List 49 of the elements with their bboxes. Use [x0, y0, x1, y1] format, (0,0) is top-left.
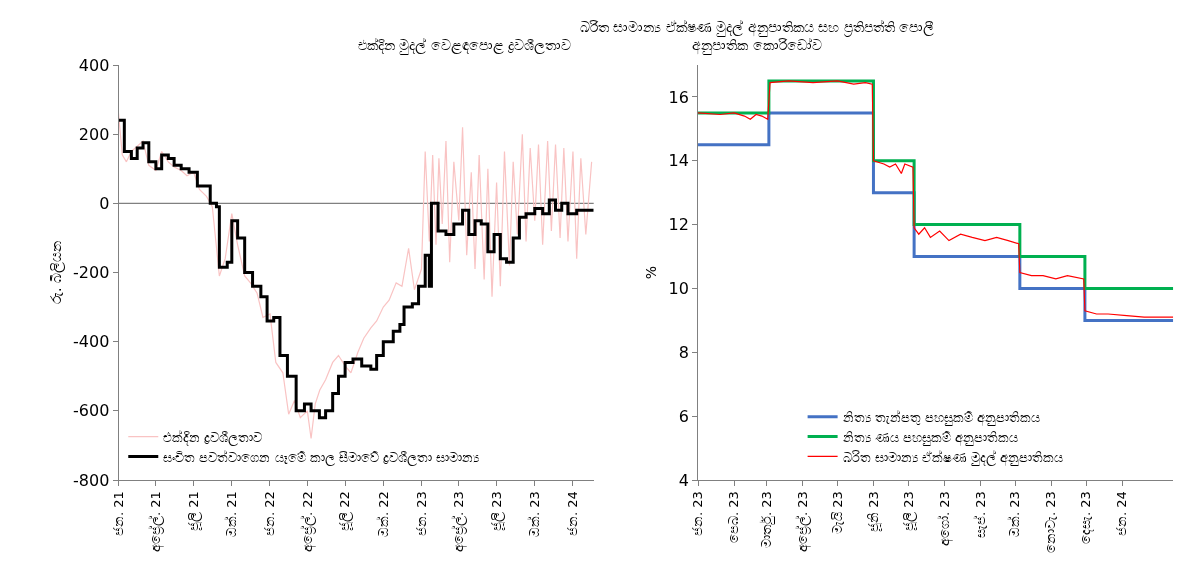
x-tick-label: ජූලි 23: [488, 491, 505, 531]
y-tick-label: -600: [73, 401, 110, 421]
legend-label: නිත්‍ය ණය පහසුකම් අනුපාතිකය: [842, 429, 1019, 446]
x-tick-label: ඔක්. 22: [375, 491, 391, 538]
x-tick-label: ජූලි 21: [185, 491, 202, 531]
x-tick-label: ජූලි 22: [337, 491, 354, 531]
chart-title: බරිත සාමාන්‍ය ඒක්ෂණ මුදල් අනුපාතිකය සහ ප්‍රතිපත්ති පොලී අනුපාතික කොරිඩෝව: [580, 19, 935, 56]
x-tick-label: ඔක්. 23: [527, 491, 542, 538]
y-tick-label: -400: [73, 332, 110, 352]
legend-label: එක්දින ද්‍රවශීලතාව: [163, 429, 263, 446]
y-tick-label: 200: [78, 124, 110, 144]
x-tick-label: ජන. 23: [690, 491, 706, 537]
x-tick-label: ජන. 24: [565, 491, 581, 537]
y-tick-label: -800: [73, 470, 110, 490]
legend-label: සංචිත පවත්වාගෙන යෑමේ කාල සීමාවේ ද්‍රවශීලතා සාමාන්‍ය: [163, 449, 480, 466]
legend-label: බරිත සාමාන්‍ය ඒක්ෂණ මුදල් අනුපාතිකය: [842, 449, 1064, 466]
x-tick-label: ජන. 21: [110, 491, 126, 537]
x-tick-label: ජූලි 23: [900, 491, 917, 531]
x-tick-label: අප්‍රේල්. 23: [451, 491, 468, 553]
x-tick-label: සැප්. 23: [972, 491, 988, 539]
x-tick-label: අගෝ. 23: [936, 491, 953, 547]
y-tick-label: 4: [678, 470, 689, 490]
x-tick-label: ජූනි 23: [865, 491, 882, 532]
x-tick-label: අප්‍රේල්. 22: [299, 491, 316, 553]
y-tick-label: 0: [99, 193, 110, 213]
y-tick-label: 400: [78, 55, 110, 75]
chart-title: එක්දින මුදල් වෙළඳපොළ ද්‍රවශීලතාව: [358, 37, 572, 55]
y-tick-label: 12: [668, 215, 689, 235]
y-tick-label: 10: [668, 279, 689, 299]
y-tick-label: -200: [73, 263, 110, 283]
y-tick-label: 14: [668, 151, 689, 171]
x-tick-label: ජන. 23: [413, 491, 429, 537]
x-tick-label: ජන. 22: [262, 491, 278, 537]
x-tick-label: ජන. 24: [1114, 491, 1130, 537]
x-tick-label: ඔක්. 23: [1007, 491, 1023, 538]
y-axis-title: රු. බිලියන: [47, 241, 65, 304]
x-tick-label: පෙබ. 23: [726, 491, 742, 544]
y-tick-label: 6: [678, 406, 689, 426]
x-tick-label: මැයි 23: [829, 491, 845, 534]
x-tick-label: අප්‍රේල්. 23: [794, 491, 811, 553]
legend-label: නිත්‍ය තැන්පතු පහසුකම් අනුපාතිකය: [842, 409, 1041, 426]
x-tick-label: මාර්තු. 23: [758, 491, 775, 549]
y-tick-label: 8: [678, 342, 689, 362]
y-axis-title: %: [643, 265, 660, 280]
x-tick-label: ඔක්. 21: [224, 491, 240, 538]
x-tick-label: අප්‍රේල්. 21: [148, 491, 165, 553]
x-tick-label: දෙසැ. 23: [1078, 491, 1095, 545]
x-tick-label: නොවැ. 23: [1043, 491, 1059, 554]
y-tick-label: 16: [668, 87, 689, 107]
